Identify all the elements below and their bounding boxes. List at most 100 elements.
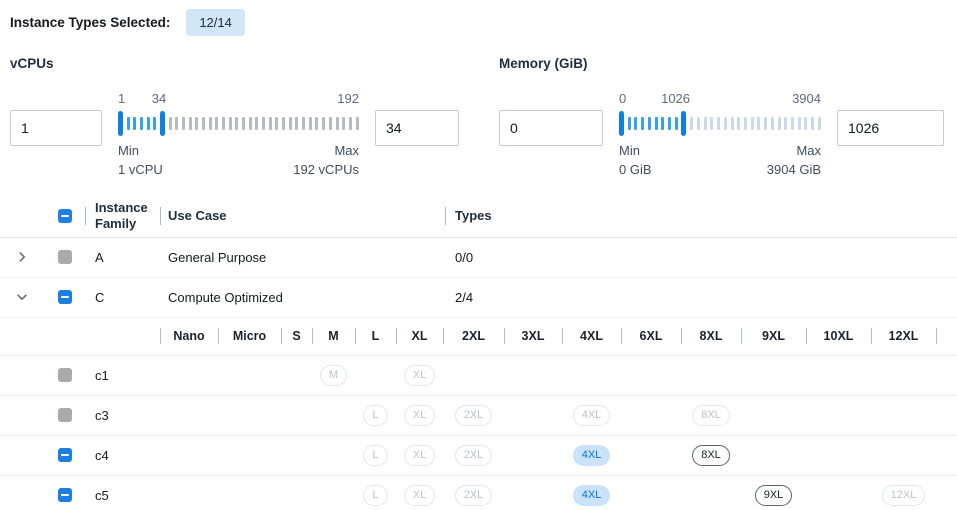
slider-tick — [255, 116, 259, 130]
instance-name: c1 — [95, 367, 109, 383]
slider-tick — [764, 116, 768, 130]
slider-handle[interactable] — [681, 110, 687, 136]
row-checkbox-indeterminate[interactable] — [57, 488, 72, 503]
size-pill-c3-4XL: 4XL — [572, 404, 611, 426]
slider-tick — [242, 116, 246, 130]
slider-handle[interactable] — [118, 110, 123, 136]
expand-toggle[interactable] — [0, 278, 44, 317]
slider-tick — [168, 116, 172, 130]
slider-tick — [647, 116, 651, 130]
memory-min-input[interactable] — [499, 110, 603, 146]
slider-tick — [328, 116, 332, 130]
memory-filter: Memory (GiB) 0 1026 3904 Min 0 GiB Max — [499, 56, 944, 180]
size-pill-c5-9XL[interactable]: 9XL — [754, 484, 793, 506]
vcpu-min-input[interactable] — [10, 110, 102, 146]
size-column-12XL: 12XL — [871, 318, 936, 355]
size-pill-c4-4XL[interactable]: 4XL — [572, 444, 611, 466]
vcpu-filter: vCPUs 1 34 192 Min 1 vCPU Max 192 — [10, 56, 459, 180]
size-pill-c4-L: L — [363, 444, 388, 466]
max-label: Max — [796, 143, 821, 158]
slider-tick — [308, 116, 312, 130]
slider-tick — [195, 116, 199, 130]
slider-tick — [182, 116, 186, 130]
expand-toggle[interactable] — [0, 238, 44, 277]
slider-tick — [275, 116, 279, 130]
size-column-9XL: 9XL — [741, 318, 806, 355]
memory-max-input[interactable] — [837, 110, 944, 146]
slider-tick — [817, 116, 821, 130]
slider-tick — [235, 116, 239, 130]
slider-tick — [690, 116, 694, 130]
chevron-down-icon — [17, 294, 27, 301]
minus-icon — [60, 296, 69, 299]
row-checkbox-indeterminate[interactable] — [57, 290, 72, 305]
scale-start-label: 0 — [619, 91, 627, 106]
slider-tick — [295, 116, 299, 130]
slider-tick — [348, 116, 352, 130]
select-all-checkbox[interactable] — [57, 209, 72, 224]
memory-range-slider[interactable] — [619, 109, 821, 137]
size-column-Micro: Micro — [218, 318, 281, 355]
size-pill-c5-12XL: 12XL — [881, 484, 926, 506]
slider-tick — [355, 116, 359, 130]
size-column-XL: XL — [396, 318, 443, 355]
scale-mid-label: 34 — [151, 91, 167, 106]
scale-end-label: 192 — [337, 91, 359, 106]
size-pill-c3-L: L — [363, 404, 388, 426]
min-label: Min — [619, 143, 640, 158]
slider-tick — [215, 116, 219, 130]
slider-tick — [133, 116, 137, 130]
vcpu-range-slider[interactable] — [118, 109, 359, 137]
slider-tick — [322, 116, 326, 130]
memory-filter-title: Memory (GiB) — [499, 56, 588, 71]
family-name: C — [95, 289, 105, 305]
size-column-M: M — [312, 318, 355, 355]
column-instance-family: Instance Family — [85, 196, 160, 237]
min-value: 0 GiB — [619, 161, 652, 177]
slider-tick — [784, 116, 788, 130]
row-checkbox-indeterminate[interactable] — [57, 448, 72, 463]
size-pill-c4-2XL: 2XL — [454, 444, 493, 466]
family-row-A: A General Purpose 0/0 — [0, 238, 957, 278]
size-column-L: L — [355, 318, 396, 355]
slider-tick — [146, 116, 150, 130]
types-count: 0/0 — [455, 249, 474, 265]
size-pill-c1-M: M — [319, 364, 348, 386]
family-row-C: C Compute Optimized 2/4 — [0, 278, 957, 318]
memory-minmax: Min 0 GiB Max 3904 GiB — [619, 142, 821, 180]
size-pill-c3-XL: XL — [403, 404, 436, 426]
size-pill-c5-XL: XL — [403, 484, 436, 506]
slider-handle[interactable] — [619, 110, 624, 136]
size-column-4XL: 4XL — [562, 318, 621, 355]
slider-tick — [654, 116, 658, 130]
slider-tick — [710, 116, 714, 130]
slider-tick — [262, 116, 266, 130]
vcpu-minmax: Min 1 vCPU Max 192 vCPUs — [118, 142, 359, 180]
max-value: 3904 GiB — [766, 161, 821, 177]
size-pill-c5-4XL[interactable]: 4XL — [572, 484, 611, 506]
slider-tick — [627, 116, 631, 130]
vcpu-filter-title: vCPUs — [10, 56, 54, 71]
size-pill-c4-8XL[interactable]: 8XL — [692, 444, 730, 466]
instance-row-c4: c4 L XL 2XL 4XL 8XL — [0, 436, 957, 476]
slider-tick — [750, 116, 754, 130]
slider-tick — [757, 116, 761, 130]
size-pill-c5-2XL: 2XL — [454, 484, 493, 506]
slider-handle[interactable] — [160, 110, 166, 136]
minus-icon — [60, 454, 69, 457]
types-count: 2/4 — [455, 289, 474, 305]
instance-row-c5: c5 L XL 2XL 4XL 9XL 12XL — [0, 476, 957, 510]
slider-tick — [674, 116, 678, 130]
table-header: Instance Family Use Case Types — [0, 196, 957, 238]
size-column-6XL: 6XL — [621, 318, 681, 355]
table-rows: A General Purpose 0/0 C Compute Optimized 2/4… — [0, 238, 957, 510]
vcpu-max-input[interactable] — [375, 110, 459, 146]
slider-tick — [797, 116, 801, 130]
slider-tick — [743, 116, 747, 130]
size-column-2XL: 2XL — [443, 318, 504, 355]
size-header-row: Nano Micro S M L XL 2XL 3XL 4XL 6XL 8XL 9XL 10XL 12XL — [0, 318, 957, 356]
min-value: 1 vCPU — [118, 161, 163, 177]
slider-tick — [770, 116, 774, 130]
size-column-S: S — [281, 318, 312, 355]
slider-tick — [696, 116, 700, 130]
